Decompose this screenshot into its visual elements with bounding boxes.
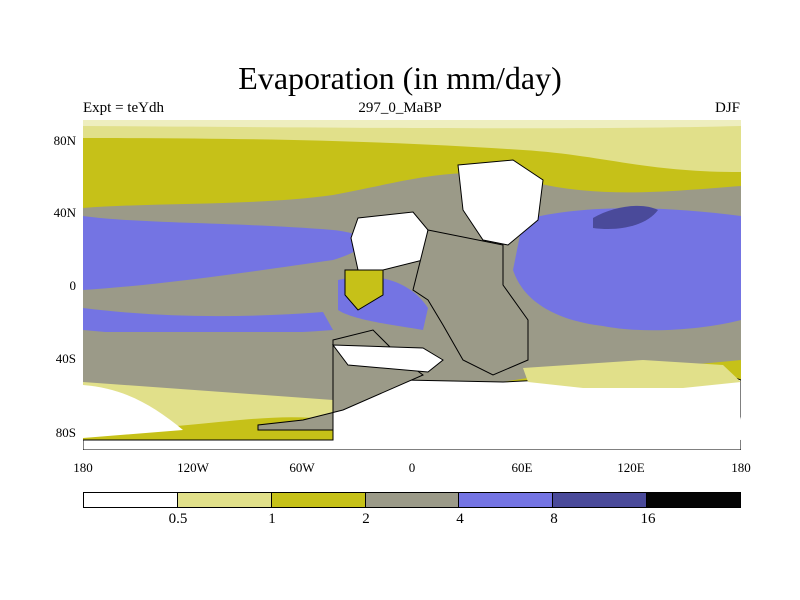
- greenland-europe: [457, 159, 544, 246]
- colorbar-label: 4: [456, 511, 464, 527]
- lat-tick-40n: 40N: [53, 205, 76, 220]
- colorbar-segment: [84, 493, 178, 507]
- experiment-label: Expt = teYdh: [83, 100, 164, 116]
- indian-ocean-dark: [593, 205, 658, 230]
- colorbar-segment: [553, 493, 648, 507]
- southern-ocean-light: [523, 360, 741, 388]
- tropical-blue-band: [83, 216, 363, 290]
- colorbar: [83, 492, 741, 508]
- lon-tick-120e: 120E: [617, 460, 645, 475]
- colorbar-label: 0.5: [168, 511, 188, 527]
- north-pole-band: [83, 120, 741, 129]
- lon-tick-0: 0: [408, 460, 416, 475]
- central-land: [412, 229, 529, 376]
- colorbar-label: 16: [640, 511, 656, 527]
- lon-tick-60e: 60E: [511, 460, 533, 475]
- colorbar-label: 2: [362, 511, 370, 527]
- colorbar-label: 1: [268, 511, 276, 527]
- colorbar-segment: [459, 493, 554, 507]
- colorbar-segment: [271, 493, 366, 507]
- season-label: DJF: [714, 100, 740, 116]
- lon-tick-120w: 120W: [177, 460, 209, 475]
- southeast-polar-white: [708, 405, 741, 440]
- lat-tick-40s: 40S: [55, 351, 76, 366]
- colorbar-label: 8: [550, 511, 558, 527]
- chart-title: Evaporation (in mm/day): [238, 60, 562, 96]
- lon-tick-180w: 180: [73, 460, 93, 475]
- colorbar-segment: [177, 493, 272, 507]
- north-america-coast: [344, 269, 384, 311]
- southern-coast-land: [331, 344, 444, 373]
- indian-ocean-blue: [513, 208, 741, 331]
- lat-tick-80n: 80N: [53, 133, 76, 148]
- lat-tick-0: 0: [69, 278, 77, 293]
- tropical-blue-band-2: [83, 308, 333, 336]
- age-label: 297_0_MaBP: [358, 100, 442, 116]
- lon-tick-60w: 60W: [289, 460, 315, 475]
- evaporation-map: [83, 120, 741, 450]
- lon-tick-180e: 180: [731, 460, 751, 475]
- arctic-band: [83, 120, 741, 172]
- north-america: [350, 211, 429, 271]
- colorbar-segment: [365, 493, 460, 507]
- southwest-polar-white: [83, 385, 183, 438]
- colorbar-segment: [647, 493, 741, 507]
- lat-tick-80s: 80S: [55, 425, 76, 440]
